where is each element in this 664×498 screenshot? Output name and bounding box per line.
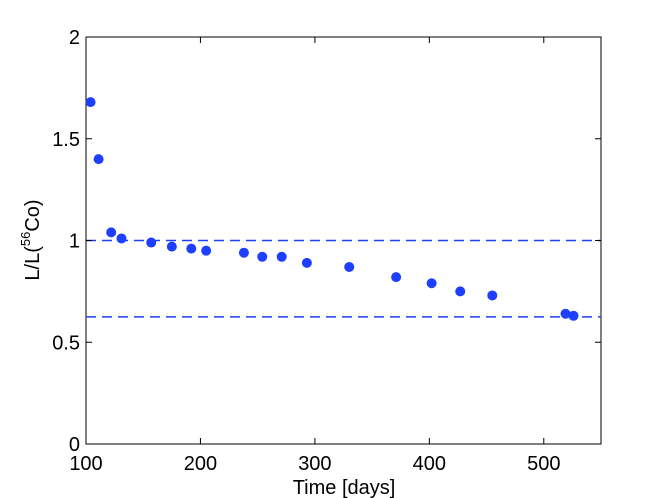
y-axis-label: L/L(56Co)	[18, 199, 44, 280]
y-axis-label-superscript: 56	[18, 232, 33, 246]
data-point-0	[85, 97, 96, 108]
data-points	[85, 97, 579, 321]
data-point-2	[106, 227, 117, 238]
data-point-11	[301, 257, 312, 268]
data-point-18	[568, 310, 579, 321]
y-tick-label-0: 0	[69, 434, 80, 456]
y-axis-label-suffix: Co)	[22, 199, 44, 231]
x-tick-label-4: 500	[527, 453, 560, 475]
data-point-6	[186, 243, 197, 254]
data-point-8	[238, 247, 249, 258]
x-tick-label-0: 100	[69, 453, 102, 475]
data-point-7	[201, 245, 212, 256]
axis-ticks	[85, 36, 601, 445]
x-tick-label-2: 300	[298, 453, 331, 475]
tick-labels: 100 200 300 400 500 0 0.5 1 1.5 2	[52, 27, 560, 475]
y-tick-label-3: 1.5	[52, 129, 80, 151]
data-point-14	[426, 278, 437, 289]
data-point-5	[166, 241, 177, 252]
data-point-12	[344, 261, 355, 272]
data-point-1	[93, 154, 104, 165]
data-point-3	[116, 233, 127, 244]
data-point-16	[487, 290, 498, 301]
data-point-10	[276, 251, 287, 262]
y-tick-label-1: 0.5	[52, 332, 80, 354]
data-point-9	[257, 251, 268, 262]
x-tick-label-3: 400	[413, 453, 446, 475]
data-point-13	[391, 272, 402, 283]
x-axis-label: Time [days]	[293, 477, 396, 498]
y-tick-label-4: 2	[69, 27, 80, 49]
data-point-15	[455, 286, 466, 297]
data-point-4	[146, 237, 157, 248]
y-tick-label-2: 1	[69, 231, 80, 253]
y-axis-label-prefix: L/L(	[22, 246, 44, 281]
reference-lines	[86, 239, 601, 318]
x-tick-label-1: 200	[184, 453, 217, 475]
data-point-17	[560, 308, 571, 319]
